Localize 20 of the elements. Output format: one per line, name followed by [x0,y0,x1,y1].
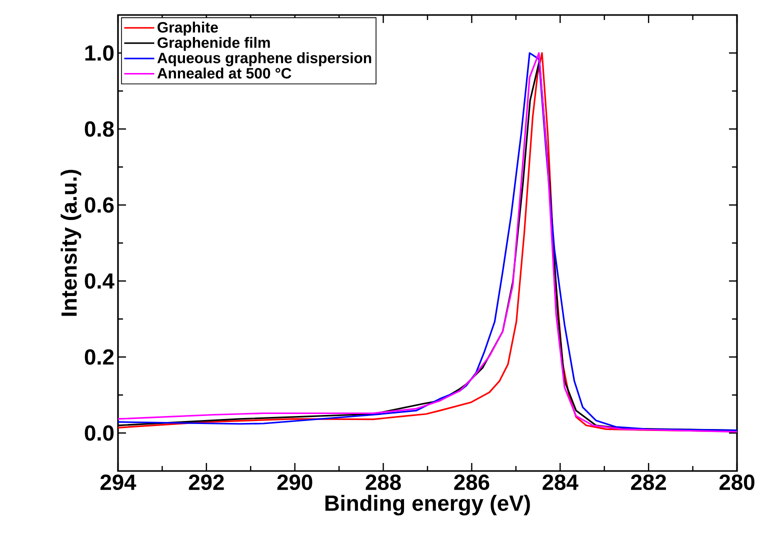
x-axis-title: Binding energy (eV) [325,494,530,516]
y-tick-label: 1.0 [85,45,114,61]
x-tick-label: 288 [366,474,401,490]
x-tick-label: 292 [188,474,224,490]
legend-label: Annealed at 500 °C [157,68,292,79]
y-tick-label: 0.6 [84,197,114,213]
y-tick-label: 0.8 [84,121,114,137]
legend-label: Aqueous graphene dispersion [157,52,372,66]
x-tick-label: 282 [631,474,666,490]
x-tick-label: 290 [277,474,312,490]
y-axis-title: Intensity (a.u.) [60,170,82,316]
y-tick-label: 0.2 [84,349,114,365]
legend-label: Graphite [158,22,218,36]
x-tick-label: 284 [542,474,578,490]
x-tick-label: 294 [100,474,136,490]
x-tick-label: 286 [454,474,490,490]
legend-label: Graphenide film [158,36,270,51]
y-tick-label: 0.0 [84,425,114,441]
y-tick-label: 0.4 [84,273,114,289]
x-tick-label: 280 [719,474,754,490]
